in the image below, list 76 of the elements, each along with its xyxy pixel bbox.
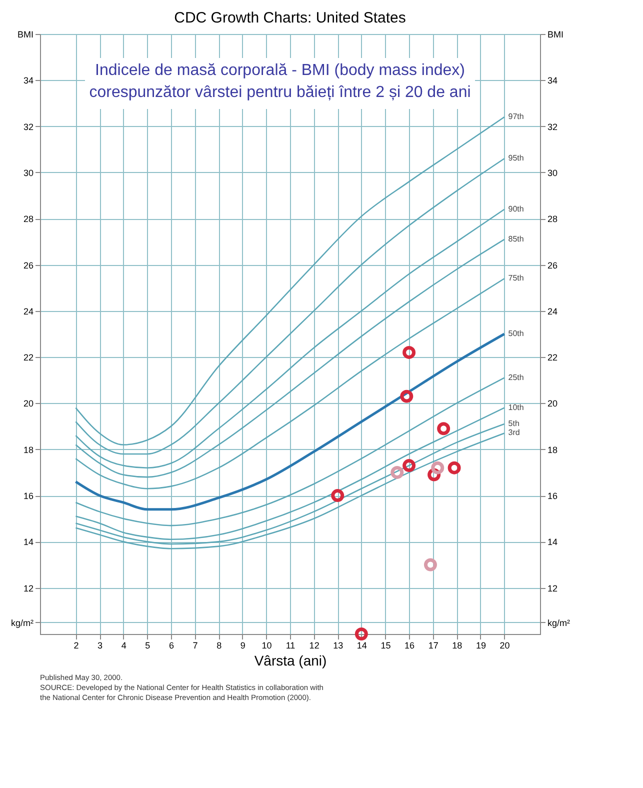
- x-tick-label: 11: [286, 640, 296, 650]
- y-tick-label: 22: [23, 352, 34, 363]
- x-tick-label: 5: [145, 640, 150, 650]
- y-tick-label: 18: [23, 444, 34, 455]
- y-tick-label: 12: [23, 583, 34, 594]
- series-label: 85th: [508, 234, 524, 244]
- y-tick-label: 28: [23, 214, 34, 224]
- series-label: 95th: [508, 154, 524, 163]
- point: [402, 346, 416, 359]
- x-tick-label: 9: [240, 640, 246, 650]
- y-tick-label: BMI: [17, 30, 34, 40]
- series-label: 25th: [508, 372, 524, 382]
- x-tick-label: 10: [262, 640, 272, 650]
- y2-tick-label: 24: [548, 306, 558, 316]
- x-tick-label: 19: [476, 640, 486, 650]
- y-tick-label: 24: [23, 306, 34, 316]
- point: [437, 422, 450, 436]
- text: corespunzător vârstei pentru băieți între 2 și 20 de ani: [89, 84, 471, 101]
- series-label: 3rd: [508, 428, 520, 438]
- series-label: 10th: [508, 402, 524, 412]
- y2-tick-label: 12: [548, 583, 558, 594]
- point: [431, 461, 444, 474]
- series-label: 5th: [508, 419, 520, 428]
- point: [354, 628, 368, 640]
- x-tick-label: 15: [380, 640, 391, 650]
- y2-tick-label: 18: [548, 444, 558, 455]
- point: [390, 466, 404, 479]
- x-tick-label: 16: [404, 640, 415, 650]
- text: Indicele de masă corporală - BMI (body mass index): [95, 62, 465, 79]
- x-tick-label: 6: [168, 640, 174, 650]
- y2-tick-label: 16: [548, 491, 558, 502]
- y2-tick-label: 20: [548, 398, 558, 409]
- point: [331, 489, 344, 502]
- x-tick-label: 7: [192, 640, 198, 650]
- x-tick-label: 3: [98, 640, 103, 650]
- x-tick-label: 2: [74, 640, 79, 650]
- point: [448, 461, 461, 474]
- line-series: [74, 332, 506, 511]
- line-series: [75, 278, 505, 490]
- x-axis-title: Vârsta (ani): [254, 652, 327, 668]
- x-tick-label: 17: [428, 640, 438, 650]
- chart-title: CDC Growth Charts: United States: [174, 10, 406, 26]
- x-tick-label: 18: [452, 640, 462, 650]
- y-tick-label: 14: [23, 537, 34, 548]
- series-label: 90th: [508, 204, 524, 214]
- series-label: 50th: [508, 329, 524, 338]
- line-series: [75, 158, 505, 455]
- x-tick-label: 4: [121, 640, 126, 650]
- y-tick-label: 16: [23, 491, 34, 502]
- y2-tick-label: 22: [548, 352, 558, 363]
- x-tick-label: 20: [500, 640, 510, 650]
- x-tick-label: 14: [356, 640, 367, 650]
- y-tick-label: kg/m²: [11, 618, 34, 628]
- point: [402, 459, 416, 472]
- y-tick-label: 20: [23, 398, 34, 409]
- y2-tick-label: 32: [548, 122, 558, 132]
- x-tick-label: 13: [333, 640, 344, 650]
- y2-tick-label: 28: [548, 214, 558, 224]
- y-tick-label: 32: [23, 122, 34, 132]
- y2-tick-label: BMI: [548, 30, 564, 40]
- y2-tick-label: kg/m²: [548, 618, 570, 628]
- series-label: 75th: [508, 274, 524, 283]
- point: [424, 558, 437, 572]
- y2-tick-label: 26: [548, 260, 558, 270]
- x-tick-label: 8: [216, 640, 222, 650]
- line-series: [75, 377, 505, 526]
- point: [400, 390, 414, 403]
- x-tick-label: 12: [309, 640, 320, 650]
- line-series: [75, 116, 505, 446]
- y-tick-label: 34: [23, 76, 34, 86]
- y-tick-label: 30: [23, 168, 34, 178]
- y-tick-label: 26: [23, 260, 34, 270]
- y2-tick-label: 34: [548, 76, 558, 86]
- series-label: 97th: [508, 112, 524, 122]
- y2-tick-label: 14: [548, 537, 558, 548]
- y2-tick-label: 30: [548, 168, 558, 178]
